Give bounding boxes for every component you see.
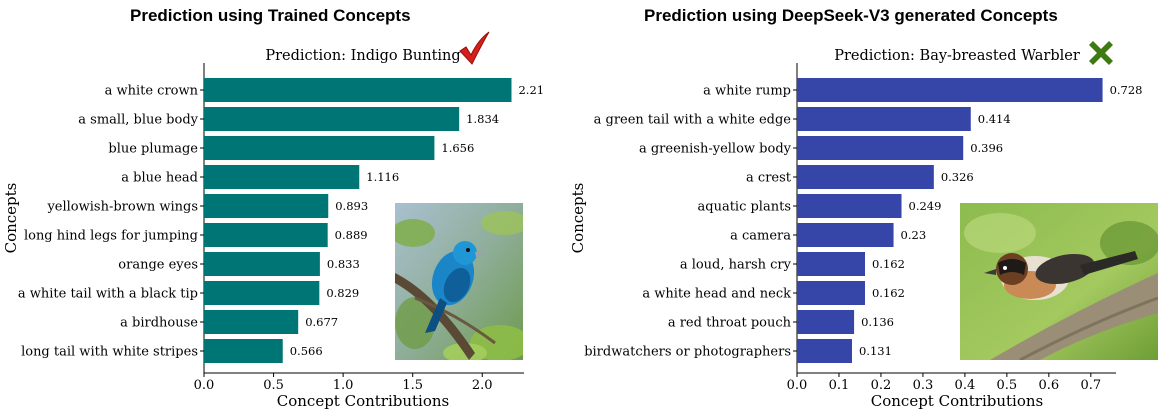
- chart-title: Prediction: Indigo Bunting: [265, 48, 460, 64]
- category-label: yellowish-brown wings: [46, 200, 198, 215]
- bay-breasted-warbler-photo: [960, 203, 1158, 360]
- bar: [204, 223, 328, 247]
- value-label: 0.396: [970, 141, 1003, 155]
- value-label: 0.829: [326, 286, 359, 300]
- x-tick-label: 2.0: [472, 378, 493, 393]
- bar: [797, 310, 855, 334]
- category-label: a loud, harsh cry: [680, 258, 792, 273]
- bar: [797, 252, 865, 276]
- bar: [204, 165, 360, 189]
- x-tick-label: 0.7: [1080, 378, 1101, 393]
- value-label: 0.833: [327, 257, 360, 271]
- bar: [204, 310, 299, 334]
- category-label: a camera: [730, 229, 791, 244]
- category-label: a greenish-yellow body: [639, 142, 792, 157]
- category-label: a red throat pouch: [668, 316, 792, 331]
- category-label: a birdhouse: [120, 316, 198, 331]
- value-label: 0.893: [335, 199, 368, 213]
- x-tick-label: 0.5: [263, 378, 284, 393]
- bar: [797, 194, 902, 218]
- bar: [204, 107, 460, 131]
- bar: [797, 339, 852, 363]
- bar: [204, 281, 320, 305]
- y-axis-label: Concepts: [569, 183, 587, 254]
- x-tick-label: 0.1: [829, 378, 850, 393]
- chart-title: Prediction: Bay-breasted Warbler: [834, 48, 1080, 64]
- x-axis-label: Concept Contributions: [871, 392, 1044, 410]
- category-label: a green tail with a white edge: [594, 113, 792, 128]
- category-label: a crest: [746, 171, 792, 186]
- bar: [204, 78, 512, 102]
- category-label: a small, blue body: [78, 113, 198, 128]
- value-label: 0.131: [859, 344, 892, 358]
- value-label: 0.162: [872, 286, 905, 300]
- value-label: 0.249: [909, 199, 942, 213]
- bar: [797, 165, 934, 189]
- bar: [797, 136, 964, 160]
- value-label: 0.23: [901, 228, 927, 242]
- value-label: 1.834: [466, 112, 499, 126]
- right-panel-heading: Prediction using DeepSeek-V3 generated C…: [644, 6, 1058, 25]
- value-label: 0.162: [872, 257, 905, 271]
- value-label: 1.116: [366, 170, 399, 184]
- bar: [797, 281, 865, 305]
- category-label: a white tail with a black tip: [18, 287, 198, 302]
- bar: [797, 223, 894, 247]
- x-tick-label: 0.4: [955, 378, 976, 393]
- value-label: 2.21: [518, 83, 544, 97]
- red-checkmark-icon: [459, 31, 490, 65]
- category-label: long hind legs for jumping: [24, 229, 198, 244]
- bar: [204, 194, 329, 218]
- bar: [204, 339, 283, 363]
- x-tick-label: 0.5: [997, 378, 1018, 393]
- x-tick-label: 0.0: [194, 378, 215, 393]
- x-tick-label: 1.0: [333, 378, 354, 393]
- bar: [797, 107, 971, 131]
- left-panel-heading: Prediction using Trained Concepts: [130, 6, 411, 25]
- value-label: 0.414: [978, 112, 1011, 126]
- category-label: a white head and neck: [642, 287, 791, 302]
- value-label: 0.728: [1110, 83, 1143, 97]
- category-label: a white rump: [703, 84, 791, 99]
- x-tick-label: 0.3: [913, 378, 934, 393]
- value-label: 0.677: [305, 315, 338, 329]
- x-tick-label: 0.2: [871, 378, 892, 393]
- value-label: 1.656: [441, 141, 474, 155]
- x-tick-label: 0.0: [787, 378, 808, 393]
- value-label: 0.326: [941, 170, 974, 184]
- x-tick-label: 1.5: [402, 378, 423, 393]
- bar: [797, 78, 1103, 102]
- bar: [204, 136, 435, 160]
- category-label: a white crown: [105, 84, 199, 99]
- indigo-bunting-photo: [395, 203, 523, 360]
- category-label: birdwatchers or photographers: [584, 345, 791, 360]
- green-cross-icon: [1089, 41, 1113, 65]
- category-label: a blue head: [121, 171, 198, 186]
- category-label: aquatic plants: [698, 200, 792, 215]
- category-label: blue plumage: [108, 142, 198, 157]
- value-label: 0.566: [290, 344, 323, 358]
- category-label: orange eyes: [118, 258, 198, 273]
- category-label: long tail with white stripes: [21, 345, 198, 360]
- y-axis-label: Concepts: [2, 183, 20, 254]
- value-label: 0.136: [861, 315, 894, 329]
- value-label: 0.889: [335, 228, 368, 242]
- x-tick-label: 0.6: [1038, 378, 1059, 393]
- x-axis-label: Concept Contributions: [277, 392, 450, 410]
- bar: [204, 252, 320, 276]
